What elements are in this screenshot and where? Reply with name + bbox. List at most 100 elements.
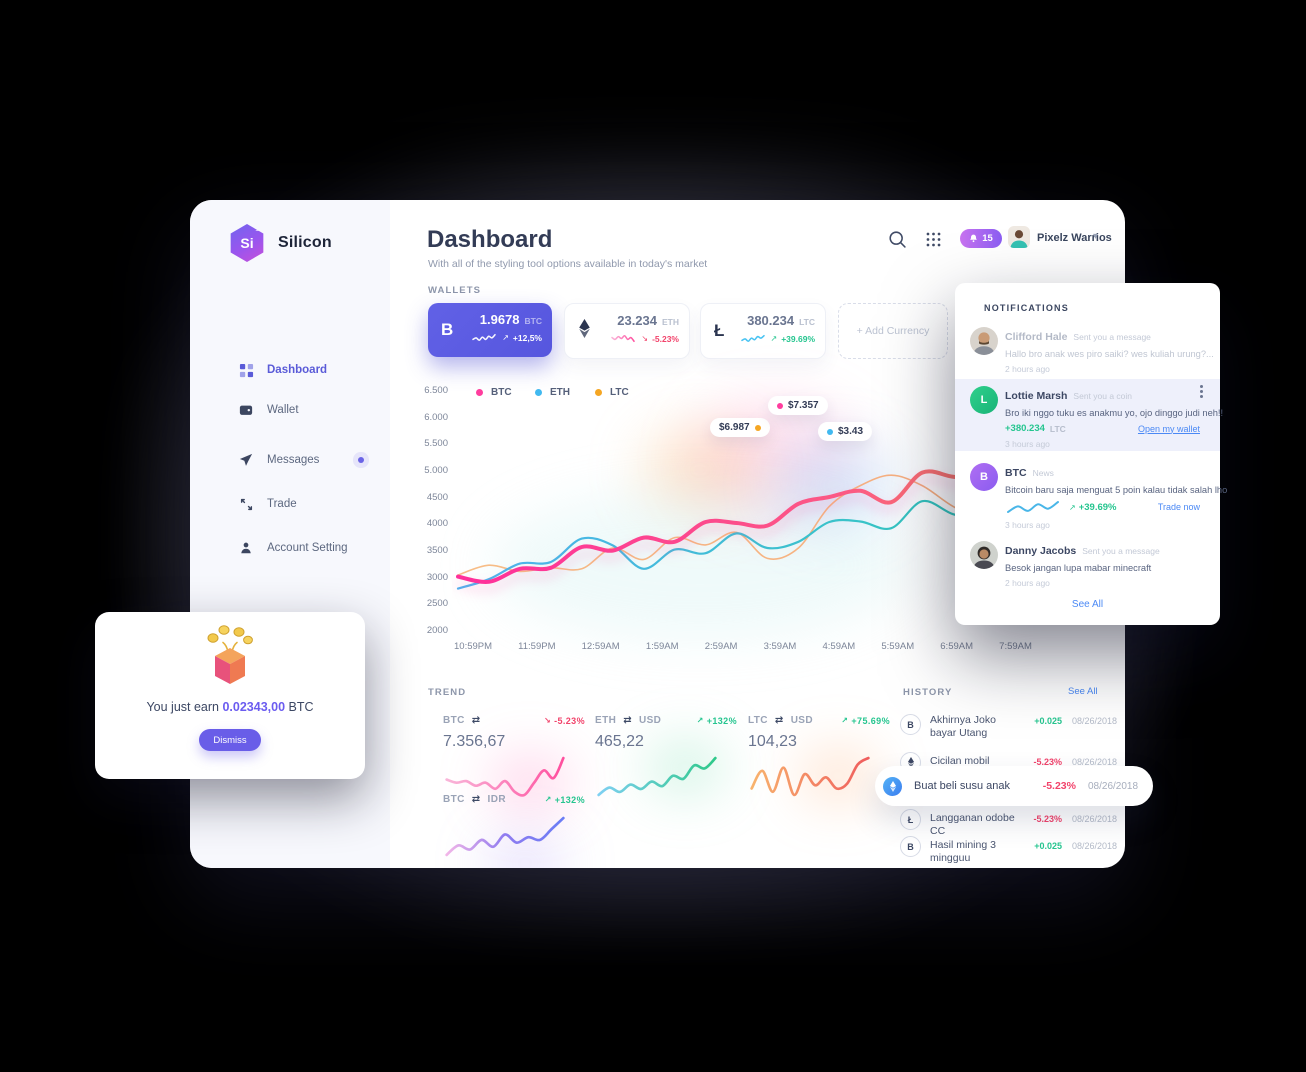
notification-count-pill[interactable]: 15 (960, 229, 1002, 248)
coin-unit: LTC (1049, 423, 1066, 434)
wallet-icon (238, 402, 254, 418)
up-arrow-icon: ↗ (544, 795, 552, 804)
y-axis-labels: 6.500 6.000 5.500 5.000 4500 4000 3500 3000 2500… (396, 386, 448, 636)
y-tick-label: 5.500 (424, 438, 448, 450)
messages-unread-dot (358, 457, 364, 463)
legend-item-btc[interactable]: BTC (476, 387, 512, 398)
sidebar-item-trade[interactable]: Trade (190, 492, 390, 516)
add-currency-button[interactable]: + Add Currency (838, 303, 948, 359)
notification-content: Clifford Hale Sent you a message Hallo br… (1005, 327, 1214, 374)
avatar (970, 541, 998, 569)
trend-value: 104,23 (748, 733, 797, 750)
trade-arrows-icon (238, 496, 254, 512)
silicon-logo-icon: Si 14 (230, 224, 264, 262)
avatar-letter: L (970, 386, 998, 414)
trend-change: +132% (554, 794, 585, 805)
sidebar-item-dashboard[interactable]: Dashboard (190, 358, 390, 382)
dismiss-button[interactable]: Dismiss (199, 729, 261, 751)
notifications-title: NOTIFICATIONS (984, 303, 1069, 313)
history-row[interactable]: B Hasil mining 3 mingguu +0.025 08/26/20… (900, 836, 1125, 865)
x-tick-label: 3:59AM (763, 641, 797, 652)
page-subtitle: With all of the styling tool options ava… (428, 258, 708, 270)
wallet-card-btc[interactable]: B 1.9678 BTC ↗ +12,5% (428, 303, 552, 357)
user-avatar[interactable] (1008, 226, 1030, 248)
eth-dot (827, 428, 833, 435)
sender-name: Danny Jacobs (1005, 545, 1077, 557)
x-tick-label: 12:59AM (581, 641, 620, 652)
wallet-amount: 380.234 (747, 313, 795, 328)
notification-count: 15 (982, 233, 993, 244)
history-value: +0.025 (1034, 716, 1062, 726)
swap-icon[interactable]: ⇄ (471, 794, 481, 805)
y-tick-label: 3000 (426, 571, 448, 583)
sidebar-item-label: Account Setting (267, 542, 348, 554)
y-tick-label: 5.000 (424, 464, 448, 476)
open-wallet-link[interactable]: Open my wallet (1137, 423, 1200, 434)
legend-item-eth[interactable]: ETH (535, 387, 570, 398)
notification-body: Besok jangan lupa mabar minecraft (1005, 563, 1152, 573)
y-tick-label: 4500 (426, 491, 448, 503)
trend-quote: USD (790, 715, 814, 726)
history-row[interactable]: Ł Langganan odobe CC -5.23% 08/26/2018 (900, 809, 1125, 838)
history-row[interactable]: B Akhirnya Joko bayar Utang +0.025 08/26… (900, 714, 1125, 740)
chart-annotation-eth: $3.43 (818, 422, 873, 441)
ltc-icon: Ł (714, 321, 725, 340)
legend-label: LTC (610, 387, 629, 398)
up-arrow-icon: ↗ (696, 716, 704, 725)
chart-line (445, 756, 565, 797)
wallet-change: -5.23% (652, 333, 679, 344)
chevron-down-icon[interactable]: ▾ (1093, 231, 1099, 242)
trade-now-link[interactable]: Trade now (1157, 502, 1200, 512)
sender-name: Clifford Hale (1005, 331, 1068, 343)
page-title: Dashboard (427, 226, 553, 253)
wallet-card-eth[interactable]: 23.234 ETH ↘ -5.23% (564, 303, 690, 359)
trend-change: +75.69% (851, 715, 890, 726)
ltc-dot (754, 424, 761, 431)
notification-time: 2 hours ago (1005, 578, 1050, 588)
trend-base: BTC (443, 794, 465, 805)
notification-action: Sent you a message (1073, 332, 1151, 342)
chart-line (456, 455, 1017, 584)
legend-label: BTC (491, 387, 512, 398)
history-name: Langganan odobe CC (930, 812, 1015, 837)
sidebar-item-label: Messages (267, 454, 320, 466)
trend-value: 7.356,67 (443, 733, 506, 750)
chart-line (456, 492, 1017, 590)
history-date: 08/26/2018 (1072, 814, 1118, 824)
coin-amount: +380.234 (1005, 423, 1045, 434)
sidebar-item-messages[interactable]: Messages (190, 448, 390, 472)
sidebar-item-wallet[interactable]: Wallet (190, 398, 390, 422)
wallet-sparkline (611, 334, 636, 343)
swap-icon[interactable]: ⇄ (471, 715, 481, 726)
notifications-see-all-link[interactable]: See All (1071, 599, 1104, 610)
wallet-card-ltc[interactable]: Ł 380.234 LTC ↗ +39.69% (700, 303, 826, 359)
price-line-chart (456, 455, 1017, 590)
history-date: 08/26/2018 (1072, 757, 1118, 767)
kebab-menu-icon[interactable] (1200, 385, 1203, 398)
swap-icon[interactable]: ⇄ (774, 715, 784, 726)
sender-name: BTC (1005, 467, 1027, 479)
x-axis-labels: 10:59PM 11:59PM 12:59AM 1:59AM 2:59AM 3:59AM 4… (454, 641, 1032, 652)
x-tick-label: 10:59PM (454, 641, 493, 652)
apps-grid-icon[interactable] (925, 231, 945, 251)
legend-label: ETH (550, 387, 570, 398)
chart-line (740, 334, 765, 343)
legend-item-ltc[interactable]: LTC (595, 387, 629, 398)
search-icon[interactable] (888, 230, 908, 250)
swap-icon[interactable]: ⇄ (623, 715, 632, 726)
chart-line (472, 333, 496, 342)
history-see-all-link[interactable]: See All (1068, 686, 1098, 697)
history-name: Akhirnya Joko bayar Utang (930, 714, 996, 739)
coins-cube-illustration (207, 625, 253, 684)
trend-item-eth-usd: ETH ⇄ USD ↗ +132% 465,22 (595, 715, 737, 803)
sidebar-item-account-setting[interactable]: Account Setting (190, 536, 390, 560)
trend-base: BTC (443, 715, 465, 726)
up-arrow-icon: ↗ (1069, 502, 1076, 512)
trend-value: 465,22 (595, 733, 644, 750)
annotation-value: $3.43 (838, 426, 864, 437)
wallet-unit: ETH (662, 317, 679, 327)
history-row-highlighted[interactable]: Buat beli susu anak -5.23% 08/26/2018 (875, 766, 1153, 806)
notification-action: Sent you a coin (1073, 391, 1133, 401)
user-name[interactable]: Pixelz Warrios (1037, 232, 1112, 244)
history-row[interactable]: Cicilan mobil -5.23% 08/26/2018 (900, 752, 1125, 773)
